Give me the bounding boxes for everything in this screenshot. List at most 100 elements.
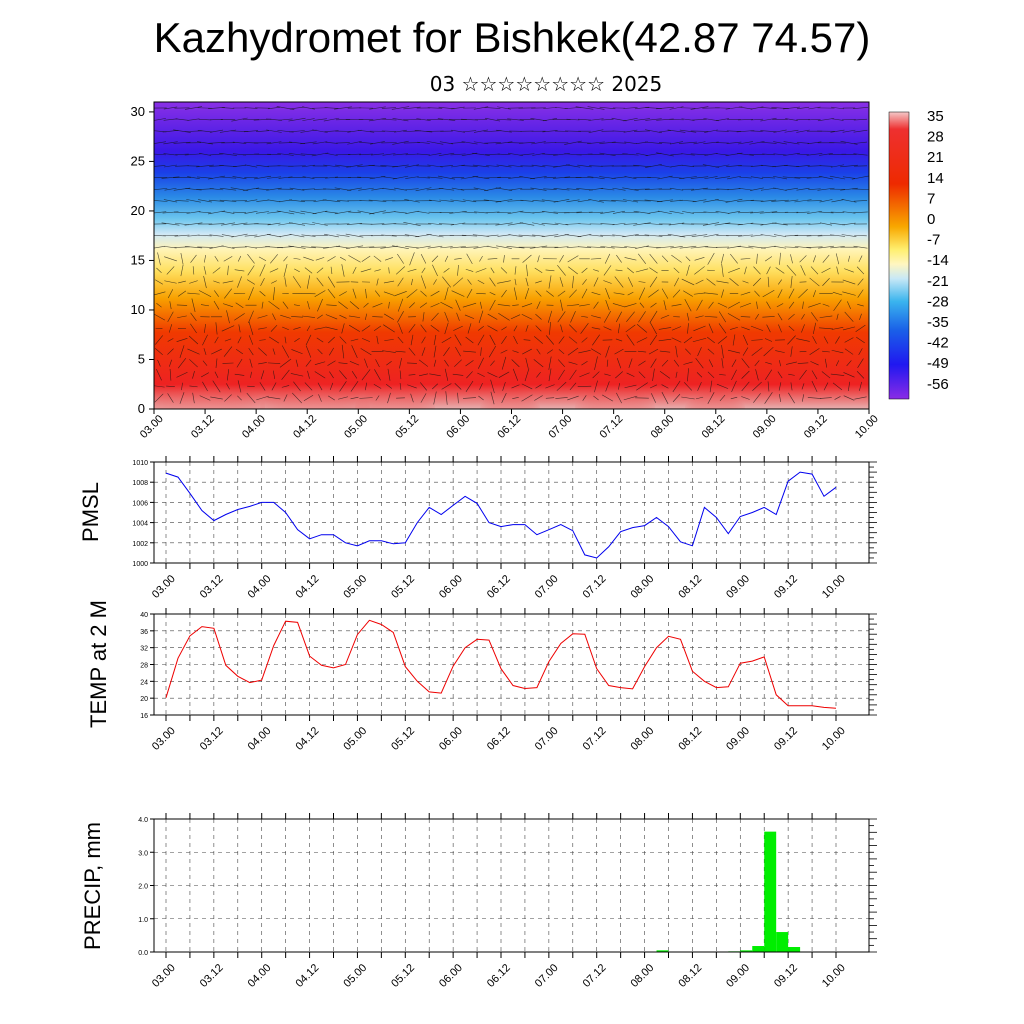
precip-x-tick-label: 10.00 <box>820 962 848 990</box>
wind-barb <box>649 253 658 264</box>
wind-barb <box>715 176 730 179</box>
wind-barb <box>443 347 450 357</box>
wind-barb <box>534 395 543 401</box>
wind-barb <box>164 280 177 284</box>
wind-barb <box>489 277 496 287</box>
wind-barb <box>244 164 258 168</box>
wind-barb <box>374 269 381 272</box>
wind-barb <box>525 277 529 287</box>
wind-barb <box>359 397 373 399</box>
wind-barb <box>444 255 449 262</box>
wind-barb <box>545 384 555 389</box>
wind-barb <box>328 336 335 344</box>
wind-barb <box>832 382 843 391</box>
wind-barb <box>501 356 507 370</box>
wind-barb <box>575 177 594 179</box>
wind-barb <box>248 287 254 301</box>
pmsl-series <box>165 471 837 559</box>
colorbar-label: -21 <box>927 273 949 290</box>
wind-barb <box>497 153 511 156</box>
wind-barb <box>611 200 627 202</box>
wind-barb <box>691 187 708 191</box>
wind-barb <box>560 299 563 311</box>
temp-x-tick-label: 06.12 <box>485 725 513 753</box>
wind-barb <box>387 368 391 381</box>
wind-barb <box>674 277 679 287</box>
pmsl-y-tick-label: 1000 <box>132 561 148 568</box>
wind-barb <box>411 278 413 286</box>
wind-barb <box>212 380 221 393</box>
wind-barb <box>405 164 419 168</box>
wind-barb <box>707 371 715 379</box>
wind-barb <box>364 313 368 320</box>
wind-barb <box>566 246 580 248</box>
wind-barb <box>200 372 210 378</box>
wind-barb <box>599 152 616 157</box>
wind-barb <box>432 383 438 390</box>
wind-barb <box>857 358 864 369</box>
wind-barb <box>848 255 850 262</box>
wind-barb <box>293 257 301 260</box>
wind-barb <box>272 370 276 380</box>
heatmap-y-tick-label: 10 <box>131 302 145 317</box>
wind-barb <box>421 336 426 344</box>
wind-barb <box>197 107 213 109</box>
wind-barb <box>416 245 431 249</box>
wind-barb <box>842 176 856 179</box>
wind-barb <box>433 279 437 285</box>
wind-barb <box>842 279 856 285</box>
wind-barb <box>375 359 380 368</box>
wind-barb <box>683 361 693 365</box>
wind-barb <box>269 268 279 273</box>
wind-barb <box>281 369 290 380</box>
wind-barb <box>244 199 258 203</box>
wind-barb <box>405 176 419 179</box>
wind-barb <box>564 140 582 145</box>
wind-barb <box>325 326 338 331</box>
wind-barb <box>224 338 232 342</box>
wind-barb <box>750 118 764 121</box>
wind-barb <box>670 153 683 156</box>
wind-barb <box>407 268 417 272</box>
wind-barb <box>370 223 385 225</box>
wind-barb <box>633 222 651 226</box>
colorbar-label: -28 <box>927 293 949 310</box>
wind-barb <box>224 288 232 299</box>
wind-barb <box>577 246 592 249</box>
wind-barb <box>652 368 655 382</box>
wind-barb <box>288 245 306 249</box>
wind-barb <box>255 211 270 214</box>
wind-barb <box>266 187 282 191</box>
colorbar: 35 28 21 14 7 0 -7 -14 -21 -28 -35 -42 -49 -56 <box>888 108 949 400</box>
wind-barb <box>475 268 487 273</box>
wind-barb <box>615 371 623 379</box>
wind-barb <box>715 199 730 203</box>
wind-barb <box>752 277 762 287</box>
wind-barb <box>403 221 421 227</box>
wind-barb <box>603 280 612 284</box>
wind-barb <box>495 199 513 203</box>
wind-barb <box>624 176 637 180</box>
wind-barb <box>859 313 862 320</box>
wind-barb <box>766 266 771 275</box>
wind-barb <box>612 130 626 132</box>
wind-barb <box>558 349 565 355</box>
wind-barb <box>709 380 713 393</box>
wind-barb <box>325 176 338 179</box>
wind-barb <box>444 287 449 301</box>
wind-barb <box>715 164 730 168</box>
wind-barb <box>766 301 771 309</box>
wind-barb <box>600 245 615 249</box>
wind-barb <box>209 188 224 191</box>
wind-barb <box>790 276 793 288</box>
precip-y-tick-label: 4.0 <box>138 817 148 824</box>
wind-barb <box>237 336 242 344</box>
wind-barb <box>635 245 649 249</box>
wind-barb <box>288 153 306 156</box>
wind-barb <box>325 152 338 156</box>
wind-barb <box>841 199 857 203</box>
precip-bar <box>752 946 765 952</box>
wind-barb <box>231 117 248 122</box>
wind-barb <box>622 199 639 203</box>
wind-barb <box>656 152 674 157</box>
